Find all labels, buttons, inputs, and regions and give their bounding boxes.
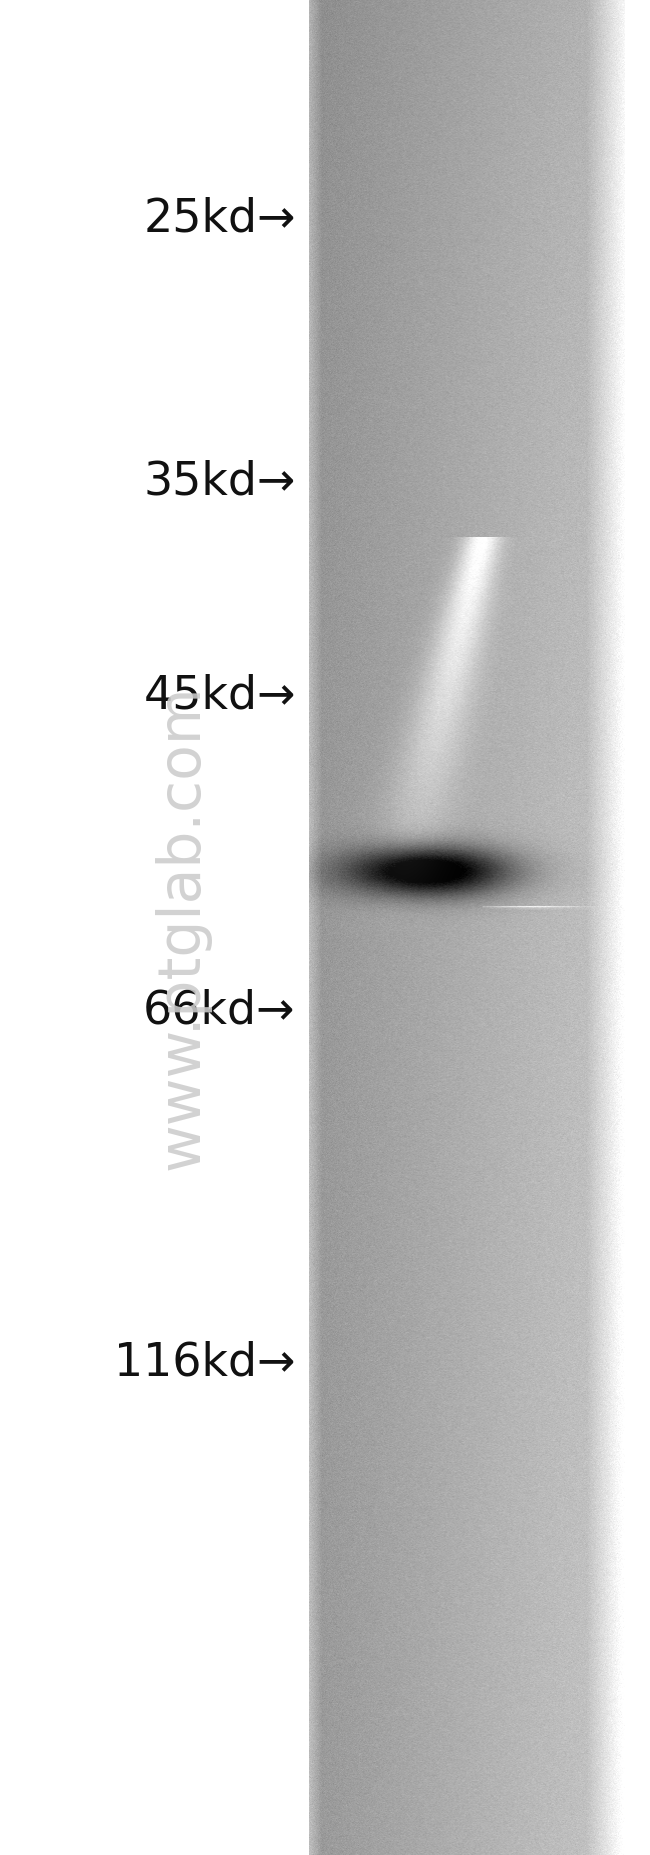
Text: 66kd→: 66kd→ (143, 989, 296, 1033)
Text: 45kd→: 45kd→ (143, 673, 296, 718)
Text: 116kd→: 116kd→ (114, 1341, 296, 1386)
Text: 35kd→: 35kd→ (144, 460, 296, 505)
Text: www.ptglab.com: www.ptglab.com (153, 684, 211, 1171)
Text: 25kd→: 25kd→ (143, 197, 296, 241)
